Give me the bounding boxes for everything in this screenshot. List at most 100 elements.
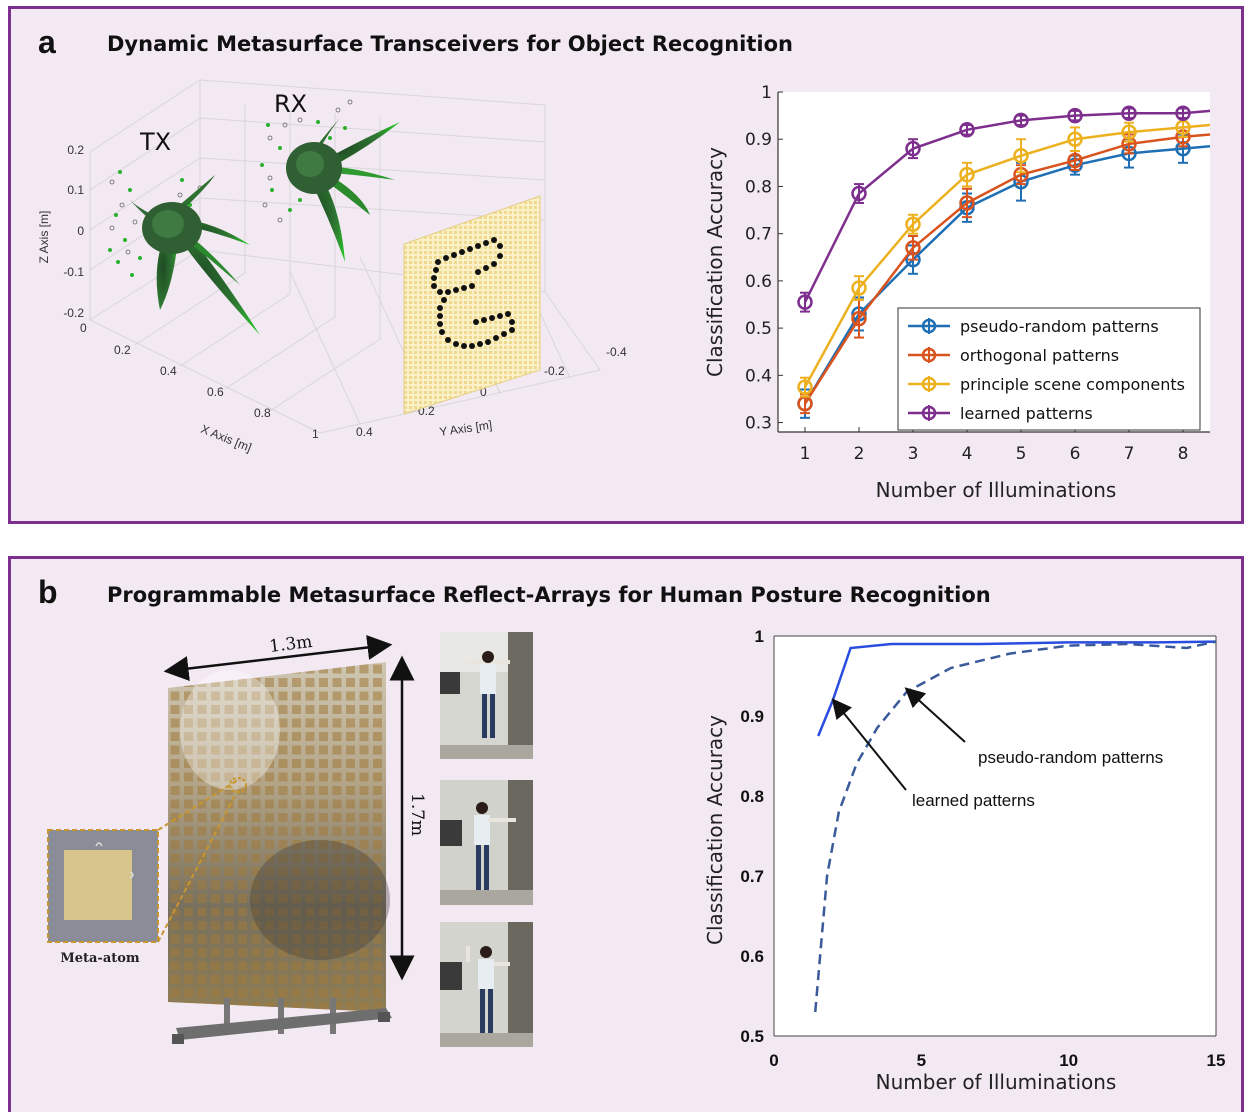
- y-tick-label: 0.5: [740, 1027, 764, 1046]
- reflect-array-illustration: 1.3m 1.7m Meta-atom: [47, 632, 533, 1047]
- y-tick: -0.2: [544, 364, 565, 378]
- y-tick-label: 0.9: [740, 707, 764, 726]
- learned-annotation-arrow: [831, 698, 907, 791]
- x-tick-label: 8: [1178, 444, 1189, 464]
- x-tick: 1: [312, 427, 319, 441]
- data-point: [959, 166, 975, 183]
- data-point: [1013, 112, 1029, 129]
- x-tick: 0.4: [160, 364, 177, 378]
- chart-b-plot-area: [774, 636, 1216, 1036]
- panel-b-title: Programmable Metasurface Reflect-Arrays …: [107, 583, 991, 607]
- panel-a-title: Dynamic Metasurface Transceivers for Obj…: [107, 32, 793, 56]
- y-tick-label: 0.4: [745, 366, 772, 386]
- x-tick: 0: [80, 321, 87, 335]
- series-learned-patterns: [817, 640, 1217, 737]
- legend-entries: pseudo-random patterns orthogonal pattern…: [908, 317, 1185, 423]
- panel-a-letter: a: [38, 24, 56, 60]
- chart-b-y-tick-labels: 0.5 0.6 0.7 0.8 0.9 1: [740, 627, 764, 1046]
- legend-label: pseudo-random patterns: [960, 317, 1159, 336]
- y-tick: 0.4: [356, 425, 373, 439]
- z-axis-label: Z Axis [m]: [37, 211, 51, 264]
- y-axis-ticks: 0.4 0.2 0 -0.2 -0.4: [356, 345, 627, 439]
- chart-a-x-axis-label: Number of Illuminations: [876, 478, 1117, 502]
- data-point: [1121, 105, 1137, 121]
- x-tick-label: 1: [800, 444, 811, 464]
- chart-b-y-axis-label: Classification Accuracy: [703, 715, 727, 945]
- y-tick-label: 0.5: [745, 319, 772, 339]
- legend-label: orthogonal patterns: [960, 346, 1119, 365]
- chart-a-y-axis-label: Classification Accuracy: [703, 147, 727, 377]
- legend-label: principle scene components: [960, 375, 1185, 394]
- z-tick: 0.2: [67, 143, 84, 157]
- x-axis-ticks: 0 0.2 0.4 0.6 0.8 1: [80, 321, 319, 441]
- x-tick-label: 0: [769, 1051, 778, 1070]
- meta-atom-label: Meta-atom: [60, 951, 140, 966]
- height-label: 1.7m: [407, 793, 427, 836]
- rx-radiation-pattern: [286, 118, 400, 262]
- tx-array: [108, 170, 260, 335]
- learned-annotation: learned patterns: [912, 791, 1035, 810]
- pseudo-random-annotation-arrow: [904, 687, 966, 743]
- data-point: [851, 310, 867, 327]
- z-tick: -0.1: [63, 265, 84, 279]
- data-point: [905, 240, 921, 256]
- data-point: [1067, 131, 1083, 147]
- legend-marker: [921, 318, 937, 334]
- scene-plane: [403, 195, 541, 415]
- data-point: [905, 140, 921, 157]
- z-tick: 0.1: [67, 183, 84, 197]
- data-point: [959, 195, 975, 211]
- tx-label: TX: [139, 128, 171, 156]
- series-learned-patterns: [797, 105, 1211, 313]
- data-point: [797, 294, 813, 310]
- y-tick-label: 1: [761, 83, 772, 103]
- chart-b-x-axis-label: Number of Illuminations: [876, 1070, 1117, 1094]
- series-principle-scene-components: [797, 116, 1211, 398]
- data-point: [905, 216, 921, 232]
- x-tick-label: 3: [908, 444, 919, 464]
- pseudo-random-annotation: pseudo-random patterns: [978, 748, 1163, 767]
- y-axis-label: Y Axis [m]: [438, 418, 493, 439]
- data-point: [1013, 148, 1029, 164]
- y-tick-label: 0.8: [745, 177, 772, 197]
- chart-b: 0 5 10 15 0.5 0.6 0.7 0.8 0.9 1 Number of Illumi…: [703, 627, 1225, 1094]
- data-point: [851, 185, 867, 202]
- posture-photo-1: [440, 632, 533, 759]
- x-tick-label: 2: [854, 444, 865, 464]
- panel-b-letter: b: [38, 574, 58, 610]
- data-point: [1121, 124, 1137, 140]
- legend-marker: [921, 347, 937, 363]
- chart-b-x-tick-labels: 0 5 10 15: [769, 1051, 1225, 1070]
- z-tick: -0.2: [63, 306, 84, 320]
- tx-radiation-pattern: [130, 175, 260, 335]
- data-point: [1067, 152, 1083, 169]
- legend-marker: [921, 405, 937, 421]
- legend-box: [897, 307, 1201, 431]
- posture-photo-3: [440, 922, 533, 1047]
- x-tick: 0.6: [207, 385, 224, 399]
- chart-b-series: [814, 640, 1217, 1013]
- x-tick-label: 5: [917, 1051, 926, 1070]
- x-tick-label: 6: [1070, 444, 1081, 464]
- data-point: [851, 280, 867, 296]
- data-point: [1175, 105, 1191, 121]
- legend-marker: [921, 376, 937, 392]
- rx-array: [260, 99, 400, 262]
- x-axis-label: X Axis [m]: [199, 422, 254, 455]
- x-tick-label: 7: [1124, 444, 1135, 464]
- chart-a-legend: pseudo-random patterns orthogonal pattern…: [897, 307, 1201, 431]
- y-tick-label: 0.6: [740, 947, 764, 966]
- width-label: 1.3m: [268, 632, 313, 657]
- y-tick-label: 1: [755, 627, 764, 646]
- y-tick: -0.4: [606, 345, 627, 359]
- y-tick-label: 0.8: [740, 787, 764, 806]
- posture-photo-2: [440, 780, 533, 905]
- x-tick-label: 5: [1016, 444, 1027, 464]
- chart-a-series: [797, 105, 1211, 419]
- x-tick: 0.8: [254, 406, 271, 420]
- chart-a-x-tick-labels: 1 2 3 4 5 6 7 8: [800, 444, 1189, 464]
- y-tick-label: 0.3: [745, 414, 772, 434]
- rx-label: RX: [274, 90, 307, 118]
- reflect-array-stand: [172, 998, 392, 1044]
